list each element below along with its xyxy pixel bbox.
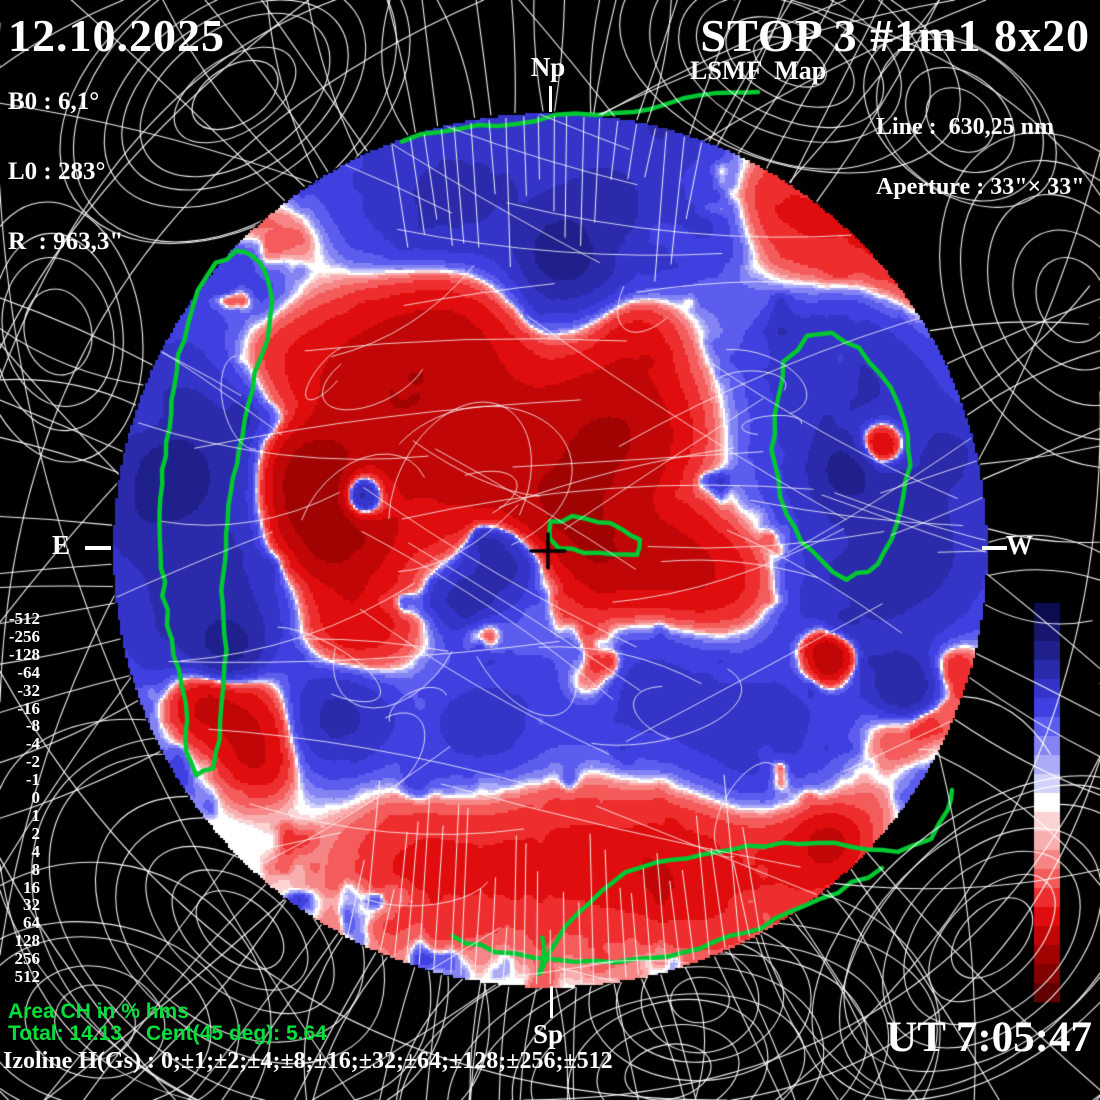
area-ch-total: Total: 14.13: [8, 1022, 122, 1045]
colorbar-tick-label: 32: [23, 895, 40, 915]
colorbar-tick-label: 2: [31, 823, 41, 843]
east-dash: [85, 546, 111, 550]
colorbar-tick-label: -16: [17, 698, 40, 718]
title-label: STOP 3 #1m1 8x20: [700, 10, 1090, 61]
area-ch-cent: Cent(45 deg): 5.64: [145, 1022, 327, 1045]
b0-value: B0 : 6,1°: [8, 88, 100, 115]
colorbar-tick-label: 512: [14, 967, 41, 986]
colorbar-tick-label: 4: [31, 841, 41, 861]
colorbar-tick-label: 128: [14, 931, 41, 951]
colorbar-tick-labels: -512 -256 -128 -64 -32 -16 -8 -4 -2 -1 0 1 2 4 8 16 32 64…: [0, 0, 44, 1100]
colorbar-tick-label: 16: [23, 877, 40, 897]
date-label: 12.10.2025: [8, 10, 225, 61]
ut-time-label: UT 7:05:47: [886, 1014, 1092, 1061]
north-pole-tick: [549, 86, 552, 112]
colorbar-tick-label: -128: [8, 644, 40, 664]
line-wavelength: Line : 630,25 nm: [876, 114, 1055, 140]
colorbar-tick-label: -512: [8, 609, 40, 628]
colorbar-tick-label: 8: [31, 859, 41, 879]
colorbar-tick-label: 1: [31, 805, 41, 825]
south-pole-tick: [550, 986, 553, 1018]
radius-value: R : 963,3": [8, 228, 124, 255]
colorbar-tick-label: -4: [25, 734, 40, 754]
map-subtitle: LSMF Map: [690, 56, 827, 85]
area-ch-values: Total: 14.13 Cent(45 deg): 5.64: [8, 1022, 327, 1045]
area-ch-heading: Area CH in % hms: [8, 1000, 189, 1023]
west-dash: [982, 546, 1007, 550]
north-pole-label: Np: [530, 52, 566, 82]
colorbar-tick-label: 256: [14, 949, 41, 969]
colorbar-tick-label: -1: [25, 770, 40, 790]
west-label: W: [1006, 530, 1033, 560]
l0-value: L0 : 283°: [8, 158, 106, 185]
aperture-value: Aperture : 33"× 33": [876, 174, 1085, 200]
colorbar-tick-label: -256: [8, 626, 40, 646]
colorbar-tick-label: 0: [31, 788, 41, 807]
ephemeris-block: B0 : 6,1° L0 : 283° R : 963,3": [8, 84, 123, 259]
colorbar-tick-label: -32: [17, 680, 40, 700]
izoline-legend: Izoline H(Gs) : 0;±1;±2;±4;±8;±16;±32;±6…: [3, 1048, 613, 1074]
east-label: E: [52, 530, 71, 560]
colorbar-tick-label: -8: [25, 716, 40, 736]
colorbar-tick-label: -2: [25, 752, 40, 772]
colorbar-tick-label: -64: [17, 662, 40, 682]
south-pole-label: Sp: [532, 1019, 564, 1049]
observation-block: Line : 630,25 nm Aperture : 33"× 33": [876, 112, 1085, 202]
colorbar-tick-label: 64: [23, 913, 40, 933]
